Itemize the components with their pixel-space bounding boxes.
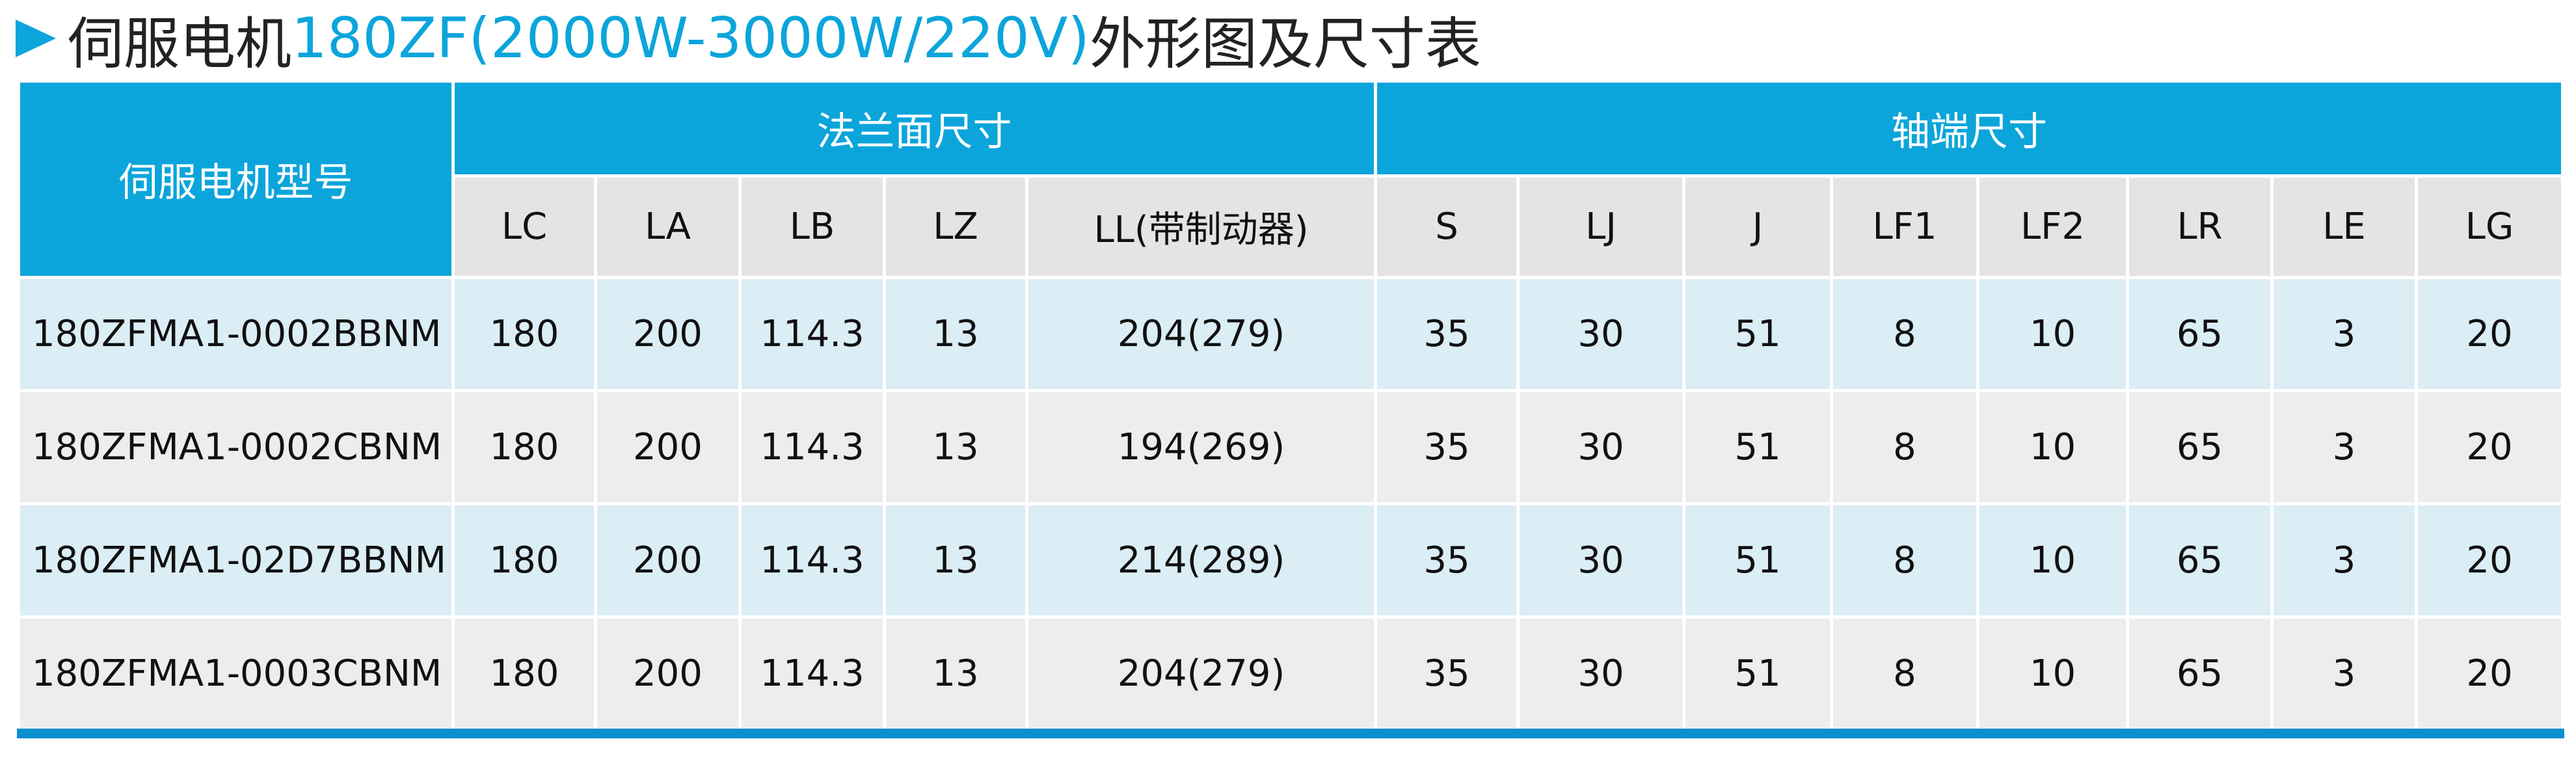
column-header: LE xyxy=(2270,174,2418,279)
column-header: J xyxy=(1682,174,1833,279)
data-row: 180ZFMA1-0002CBNM 180 200 114.3 13 194(269) 35… xyxy=(17,389,2564,505)
cell: 13 xyxy=(883,276,1028,392)
cell: 20 xyxy=(2415,389,2564,505)
cell: 3 xyxy=(2270,615,2418,735)
cell: 114.3 xyxy=(738,615,886,735)
column-header: LG xyxy=(2415,174,2564,279)
model-cell: 180ZFMA1-0002BBNM xyxy=(17,276,455,392)
cell: 114.3 xyxy=(738,502,886,619)
cell: 10 xyxy=(1976,615,2129,735)
column-header: LC xyxy=(451,174,597,279)
cell: 3 xyxy=(2270,276,2418,392)
cell: 214(289) xyxy=(1025,502,1377,619)
cell: 3 xyxy=(2270,502,2418,619)
cell: 204(279) xyxy=(1025,615,1377,735)
group-header: 轴端尺寸 xyxy=(1374,79,2564,178)
dimension-table: 伺服电机型号 法兰面尺寸 轴端尺寸 LC LA LB LZ LL(带制动器) S LJ J LF1 LF… xyxy=(17,79,2564,738)
column-header: LR xyxy=(2126,174,2274,279)
cell: 51 xyxy=(1682,389,1833,505)
title-arrow xyxy=(16,20,56,57)
cell: 30 xyxy=(1516,615,1685,735)
cell: 10 xyxy=(1976,276,2129,392)
cell: 65 xyxy=(2126,615,2274,735)
column-header: LB xyxy=(738,174,886,279)
model-cell: 180ZFMA1-0002CBNM xyxy=(17,389,455,505)
cell: 65 xyxy=(2126,502,2274,619)
cell: 114.3 xyxy=(738,389,886,505)
cell: 13 xyxy=(883,615,1028,735)
cell: 13 xyxy=(883,389,1028,505)
model-cell: 180ZFMA1-02D7BBNM xyxy=(17,502,455,619)
cell: 35 xyxy=(1374,615,1520,735)
cell: 180 xyxy=(451,389,597,505)
cell: 8 xyxy=(1830,389,1979,505)
column-header: LZ xyxy=(883,174,1028,279)
cell: 3 xyxy=(2270,389,2418,505)
data-row: 180ZFMA1-0003CBNM 180 200 114.3 13 204(279) 35… xyxy=(17,615,2564,735)
cell: 10 xyxy=(1976,389,2129,505)
cell: 51 xyxy=(1682,615,1833,735)
header-row: 伺服电机型号 法兰面尺寸 轴端尺寸 xyxy=(17,79,2564,279)
cell: 13 xyxy=(883,502,1028,619)
column-header: LF1 xyxy=(1830,174,1979,279)
cell: 65 xyxy=(2126,276,2274,392)
cell: 114.3 xyxy=(738,276,886,392)
cell: 204(279) xyxy=(1025,276,1377,392)
cell: 30 xyxy=(1516,389,1685,505)
cell: 200 xyxy=(594,276,742,392)
title-suffix: 外形图及尺寸表 xyxy=(1089,11,1481,77)
data-row: 180ZFMA1-02D7BBNM 180 200 114.3 13 214(289) 35… xyxy=(17,502,2564,619)
title: 伺服电机 180ZF(2000W-3000W/220V) 外形图及尺寸表 xyxy=(13,3,1481,77)
cell: 8 xyxy=(1830,276,1979,392)
cell: 180 xyxy=(451,615,597,735)
column-header: LL(带制动器) xyxy=(1025,174,1377,279)
cell: 200 xyxy=(594,389,742,505)
cell: 8 xyxy=(1830,615,1979,735)
model-cell: 180ZFMA1-0003CBNM xyxy=(17,615,455,735)
title-model: 180ZF(2000W-3000W/220V) xyxy=(291,6,1090,71)
column-header: LA xyxy=(594,174,742,279)
data-row: 180ZFMA1-0002BBNM 180 200 114.3 13 204(279) 35… xyxy=(17,276,2564,392)
cell: 200 xyxy=(594,502,742,619)
cell: 180 xyxy=(451,502,597,619)
cell: 35 xyxy=(1374,389,1520,505)
column-header-row: LC LA LB LZ LL(带制动器) S LJ J LF1 LF2 LR LE LG xyxy=(19,174,2564,279)
cell: 35 xyxy=(1374,502,1520,619)
cell: 200 xyxy=(594,615,742,735)
cell: 51 xyxy=(1682,502,1833,619)
cell: 180 xyxy=(451,276,597,392)
cell: 65 xyxy=(2126,389,2274,505)
column-header: LF2 xyxy=(1976,174,2129,279)
cell: 10 xyxy=(1976,502,2129,619)
cell: 8 xyxy=(1830,502,1979,619)
cell: 35 xyxy=(1374,276,1520,392)
cell: 20 xyxy=(2415,276,2564,392)
group-header: 法兰面尺寸 xyxy=(451,79,1377,178)
title-prefix: 伺服电机 xyxy=(68,11,291,77)
model-header: 伺服电机型号 xyxy=(17,79,455,279)
cell: 30 xyxy=(1516,276,1685,392)
column-header: S xyxy=(1374,174,1520,279)
cell: 194(269) xyxy=(1025,389,1377,505)
cell: 30 xyxy=(1516,502,1685,619)
cell: 51 xyxy=(1682,276,1833,392)
cell: 20 xyxy=(2415,502,2564,619)
column-header: LJ xyxy=(1516,174,1685,279)
cell: 20 xyxy=(2415,615,2564,735)
